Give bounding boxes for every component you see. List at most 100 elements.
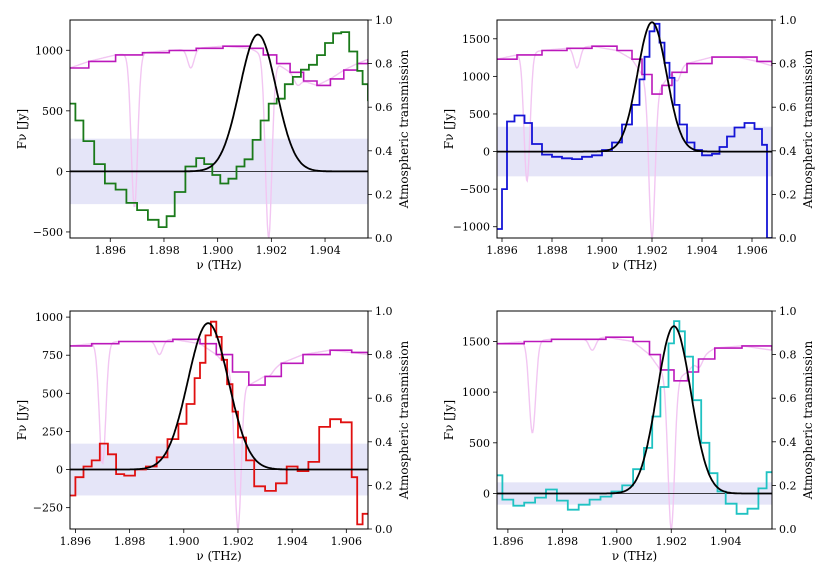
axes-frame bbox=[69, 310, 369, 530]
y2-tick-label: 0.2 bbox=[375, 188, 393, 201]
x-tick-label: 1.900 bbox=[202, 244, 234, 257]
x-tick-label: 1.900 bbox=[586, 244, 618, 257]
x-tick-label: 1.902 bbox=[256, 244, 288, 257]
y-tick-label: −500 bbox=[460, 183, 490, 196]
x-tick-label: 1.902 bbox=[222, 535, 254, 548]
y-tick-label: 1500 bbox=[462, 33, 490, 46]
y2-tick-label: 1.0 bbox=[779, 305, 797, 318]
plot-area bbox=[70, 31, 368, 238]
spectrum-line bbox=[70, 31, 368, 229]
atmosphere-binned-line bbox=[497, 45, 772, 95]
y2-tick-label: 0.8 bbox=[779, 58, 797, 71]
y2-tick-label: 0.4 bbox=[779, 145, 797, 158]
gaussian-fit-line bbox=[70, 33, 368, 173]
axes-frame bbox=[496, 19, 773, 239]
x-tick-label: 1.896 bbox=[95, 244, 127, 257]
y2-tick-label: 0.2 bbox=[779, 188, 797, 201]
y2-tick-label: 0.8 bbox=[375, 349, 393, 362]
y-axis-label: Fν [Jy] bbox=[15, 109, 29, 149]
spectrum-line bbox=[497, 22, 772, 238]
gaussian-fit-line bbox=[497, 325, 772, 495]
axes-frame bbox=[496, 310, 773, 530]
y2-tick-label: 0.2 bbox=[779, 479, 797, 492]
y2-tick-label: 0.0 bbox=[375, 523, 393, 536]
x-tick-label: 1.904 bbox=[686, 244, 718, 257]
atmosphere-binned-line bbox=[497, 336, 772, 382]
x-axis-label: ν (THz) bbox=[612, 258, 657, 272]
y2-tick-label: 0.4 bbox=[375, 436, 393, 449]
panel-bottom-right: 1.896 1.898 1.900 1.902 1.904 0 500 1000 1500 0.0… bbox=[442, 305, 815, 563]
y2-tick-label: 0.0 bbox=[779, 232, 797, 245]
panel-bottom-left: 1.896 1.898 1.900 1.902 1.904 1.906 −250 0 250 50… bbox=[15, 305, 411, 563]
y-tick-label: 0 bbox=[56, 165, 63, 178]
y2-axis-label: Atmospheric transmission bbox=[801, 49, 815, 209]
y2-tick-label: 1.0 bbox=[779, 14, 797, 27]
y-tick-label: 750 bbox=[42, 349, 63, 362]
y2-tick-label: 0.8 bbox=[375, 58, 393, 71]
gaussian-fit-line bbox=[497, 21, 772, 153]
panel-top-right: 1.896 1.898 1.900 1.902 1.904 1.906 −1000 −500 0… bbox=[442, 14, 815, 272]
y-tick-label: 250 bbox=[42, 425, 63, 438]
y2-tick-label: 0.4 bbox=[375, 145, 393, 158]
x-tick-label: 1.904 bbox=[710, 535, 742, 548]
y-tick-label: 0 bbox=[483, 488, 490, 501]
x-tick-label: 1.900 bbox=[601, 535, 633, 548]
y2-tick-label: 0.0 bbox=[375, 232, 393, 245]
y2-axis-label: Atmospheric transmission bbox=[397, 340, 411, 500]
x-tick-label: 1.896 bbox=[486, 244, 518, 257]
x-tick-label: 1.906 bbox=[331, 535, 363, 548]
y2-tick-label: 0.0 bbox=[779, 523, 797, 536]
axes-frame bbox=[69, 19, 369, 239]
y-tick-label: 1000 bbox=[35, 44, 63, 57]
x-tick-label: 1.902 bbox=[636, 244, 668, 257]
y2-tick-label: 1.0 bbox=[375, 14, 393, 27]
spectrum-line bbox=[70, 320, 368, 526]
y-tick-label: 1000 bbox=[462, 70, 490, 83]
y-tick-label: −1000 bbox=[453, 221, 490, 234]
y-tick-label: 1000 bbox=[462, 386, 490, 399]
y2-tick-label: 0.6 bbox=[375, 392, 393, 405]
x-axis-label: ν (THz) bbox=[612, 549, 657, 563]
x-tick-label: 1.900 bbox=[168, 535, 200, 548]
gaussian-fit-line bbox=[70, 322, 368, 471]
plot-area bbox=[497, 320, 772, 529]
y2-axis-label: Atmospheric transmission bbox=[397, 49, 411, 209]
x-tick-label: 1.896 bbox=[60, 535, 92, 548]
atmosphere-raw-line bbox=[70, 338, 368, 529]
y-tick-label: −250 bbox=[33, 502, 63, 515]
atmosphere-binned-line bbox=[70, 45, 368, 87]
x-tick-label: 1.902 bbox=[656, 535, 688, 548]
y-tick-label: 1500 bbox=[462, 335, 490, 348]
y-tick-label: 500 bbox=[42, 387, 63, 400]
x-tick-label: 1.898 bbox=[114, 535, 146, 548]
y2-tick-label: 0.6 bbox=[779, 392, 797, 405]
y-tick-label: 500 bbox=[469, 437, 490, 450]
y2-tick-label: 1.0 bbox=[375, 305, 393, 318]
x-tick-label: 1.906 bbox=[736, 244, 768, 257]
x-axis-label: ν (THz) bbox=[196, 258, 241, 272]
y-tick-label: 0 bbox=[483, 146, 490, 159]
x-axis-label: ν (THz) bbox=[196, 549, 241, 563]
x-tick-label: 1.904 bbox=[276, 535, 308, 548]
y-tick-label: −500 bbox=[33, 226, 63, 239]
y-tick-label: 1000 bbox=[35, 311, 63, 324]
x-tick-label: 1.898 bbox=[148, 244, 180, 257]
x-tick-label: 1.898 bbox=[547, 535, 579, 548]
y2-tick-label: 0.2 bbox=[375, 479, 393, 492]
y2-tick-label: 0.6 bbox=[779, 101, 797, 114]
y2-tick-label: 0.8 bbox=[779, 349, 797, 362]
y-axis-label: Fν [Jy] bbox=[442, 109, 456, 149]
x-tick-label: 1.898 bbox=[536, 244, 568, 257]
y-axis-label: Fν [Jy] bbox=[442, 400, 456, 440]
x-tick-label: 1.904 bbox=[309, 244, 341, 257]
y2-tick-label: 0.4 bbox=[779, 436, 797, 449]
spectrum-line bbox=[497, 320, 772, 515]
plot-area bbox=[70, 320, 368, 529]
y-tick-label: 500 bbox=[42, 105, 63, 118]
x-tick-label: 1.896 bbox=[492, 535, 524, 548]
y2-tick-label: 0.6 bbox=[375, 101, 393, 114]
y2-axis-label: Atmospheric transmission bbox=[801, 340, 815, 500]
atmosphere-binned-line bbox=[70, 338, 368, 386]
y-tick-label: 0 bbox=[56, 464, 63, 477]
